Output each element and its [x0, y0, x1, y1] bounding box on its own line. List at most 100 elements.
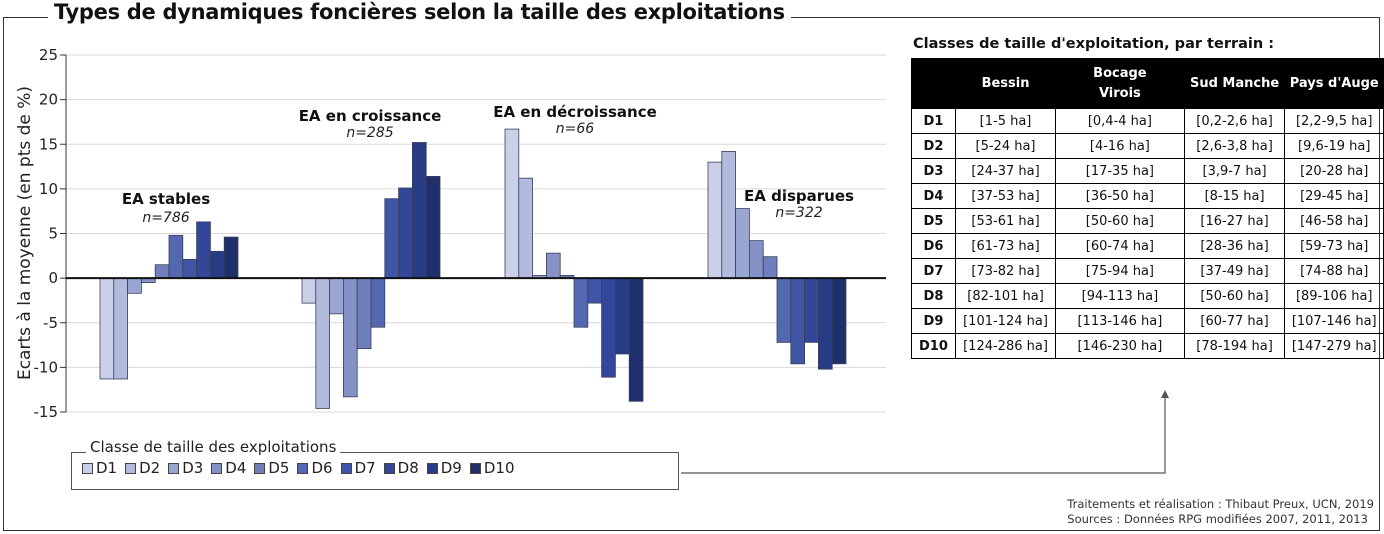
table-cell: [46-58 ha]: [1284, 208, 1384, 234]
table-cell: [60-77 ha]: [1183, 308, 1286, 334]
table-row: D1 [1-5 ha] [0,4-4 ha] [0,2-2,6 ha] [2,2-9,5…: [911, 108, 1384, 134]
legend-swatch: [168, 462, 180, 474]
table-cell: [0,4-4 ha]: [1055, 108, 1185, 134]
legend-item-d2: D2: [125, 459, 160, 477]
table-cell: [50-60 ha]: [1055, 208, 1185, 234]
bar-d8: [398, 187, 413, 279]
bar-d7: [790, 277, 805, 365]
group-count: n=322: [775, 205, 822, 221]
table-cell: [89-106 ha]: [1284, 283, 1384, 309]
group-count: n=66: [556, 121, 595, 137]
table-row: D3 [24-37 ha] [17-35 ha] [3,9-7 ha] [20-28 h…: [911, 158, 1384, 184]
table-cell: [0,2-2,6 ha]: [1183, 108, 1286, 134]
table-row-label: D2: [911, 133, 956, 159]
table-row: D10 [124-286 ha] [146-230 ha] [78-194 ha] [1…: [911, 333, 1384, 359]
bar-d3: [735, 208, 750, 279]
axes: 25 20 15 10 5 0 -5 -10 -15: [34, 46, 886, 421]
table-cell: [9,6-19 ha]: [1284, 133, 1384, 159]
bar-d6: [168, 234, 184, 279]
bar-d7: [182, 258, 198, 279]
table-title: Classes de taille d'exploitation, par te…: [913, 36, 1275, 52]
bar-d5: [762, 256, 778, 279]
legend-box: [71, 452, 679, 490]
bar-d10: [223, 236, 239, 279]
table-cell: [101-124 ha]: [954, 308, 1057, 334]
legend-swatch: [383, 462, 395, 474]
bar-d6: [573, 277, 589, 328]
legend-title: Classe de taille des exploitations: [86, 438, 341, 456]
connector-arrow-head: [1161, 390, 1169, 398]
legend-label: D2: [139, 459, 161, 477]
legend-item-d7: D7: [340, 459, 376, 477]
legend-label: D4: [225, 459, 247, 477]
bar-d1: [301, 277, 317, 304]
legend-item-d8: D8: [383, 459, 419, 477]
table-cell: [60-74 ha]: [1055, 233, 1185, 259]
table-cell: [2,6-3,8 ha]: [1183, 133, 1286, 159]
legend-item-d1: D1: [82, 459, 117, 477]
legend-item-d6: D6: [297, 459, 333, 477]
table-cell: [94-113 ha]: [1055, 283, 1185, 309]
legend-item-d9: D9: [426, 459, 462, 477]
table-cell: [78-194 ha]: [1183, 333, 1286, 359]
y-tick-label: -10: [34, 358, 59, 376]
table-row-label: D5: [911, 208, 956, 234]
credits-line-2: Sources : Données RPG modifiées 2007, 20…: [1067, 512, 1368, 526]
table-row-label: D6: [911, 233, 956, 259]
bar-d6: [370, 277, 386, 328]
table-row-label: D9: [911, 308, 956, 334]
bar-d7: [587, 277, 602, 304]
table-cell: [3,9-7 ha]: [1183, 158, 1286, 184]
legend-label: D6: [311, 459, 333, 477]
bar-d3: [127, 277, 142, 294]
group-label: EA en décroissance: [493, 103, 657, 121]
table-cell: [75-94 ha]: [1055, 258, 1185, 284]
group-label: EA stables: [122, 190, 210, 208]
credits-line-1: Traitements et réalisation : Thibaut Pre…: [1067, 497, 1374, 511]
bar-d9: [209, 250, 225, 279]
bar-d2: [721, 150, 736, 279]
bar-d2: [113, 277, 129, 380]
bar-d8: [196, 221, 211, 279]
bar-d5: [154, 264, 170, 279]
bar-d4: [342, 277, 358, 398]
table-cell: [20-28 ha]: [1284, 158, 1384, 184]
table-cell: [29-45 ha]: [1284, 183, 1384, 209]
table-cell: [37-49 ha]: [1183, 258, 1286, 284]
table-row-label: D8: [911, 283, 956, 309]
legend-label: D7: [354, 459, 376, 477]
legend-swatch: [340, 462, 352, 474]
table-cell: [37-53 ha]: [954, 183, 1057, 209]
bars: [99, 128, 847, 409]
bar-d1: [504, 128, 520, 279]
bar-d2: [315, 277, 330, 409]
table-header-cell: [911, 58, 956, 109]
bar-d9: [411, 142, 427, 279]
table-cell: [36-50 ha]: [1055, 183, 1185, 209]
size-class-table: Bessin Bocage Virois Sud Manche Pays d'Auge…: [911, 58, 1384, 359]
bar-d10: [425, 175, 441, 279]
bar-d8: [804, 277, 819, 343]
table-cell: [28-36 ha]: [1183, 233, 1286, 259]
table-cell: [4-16 ha]: [1055, 133, 1185, 159]
table-row: D5 [53-61 ha] [50-60 ha] [16-27 ha] [46-58 h…: [911, 208, 1384, 234]
bar-d10: [831, 277, 847, 365]
table-cell: [1-5 ha]: [954, 108, 1057, 134]
y-tick-label: -5: [43, 314, 58, 332]
bar-d1: [99, 277, 115, 380]
table-row: D4 [37-53 ha] [36-50 ha] [8-15 ha] [29-45 ha…: [911, 183, 1384, 209]
table-row: D2 [5-24 ha] [4-16 ha] [2,6-3,8 ha] [9,6-19 …: [911, 133, 1384, 159]
y-tick-label: 25: [39, 46, 58, 64]
legend-item-d5: D5: [254, 459, 289, 477]
legend-swatch: [82, 462, 93, 474]
table-cell: [61-73 ha]: [954, 233, 1057, 259]
bar-d8: [601, 277, 616, 378]
bar-d4: [749, 240, 764, 279]
legend-item-d3: D3: [168, 459, 203, 477]
y-tick-label: 0: [48, 269, 58, 287]
credits: Traitements et réalisation : Thibaut Pre…: [1067, 497, 1374, 527]
legend-label: D9: [440, 459, 462, 477]
table-row: D6 [61-73 ha] [60-74 ha] [28-36 ha] [59-73 h…: [911, 233, 1384, 259]
bar-d6: [776, 277, 792, 343]
table-header-cell: Bocage Virois: [1055, 58, 1185, 109]
